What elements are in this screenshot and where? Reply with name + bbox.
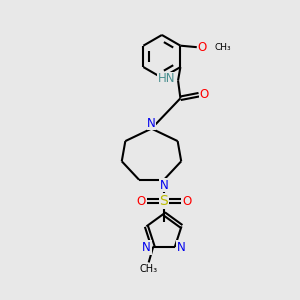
Text: HN: HN bbox=[158, 73, 175, 85]
Text: N: N bbox=[177, 241, 186, 254]
Text: S: S bbox=[160, 194, 168, 208]
Text: N: N bbox=[160, 178, 168, 192]
Text: N: N bbox=[147, 117, 156, 130]
Text: O: O bbox=[182, 195, 191, 208]
Text: O: O bbox=[197, 41, 206, 54]
Text: O: O bbox=[200, 88, 209, 100]
Text: CH₃: CH₃ bbox=[214, 43, 231, 52]
Text: N: N bbox=[142, 241, 151, 254]
Text: CH₃: CH₃ bbox=[140, 264, 158, 274]
Text: O: O bbox=[137, 195, 146, 208]
